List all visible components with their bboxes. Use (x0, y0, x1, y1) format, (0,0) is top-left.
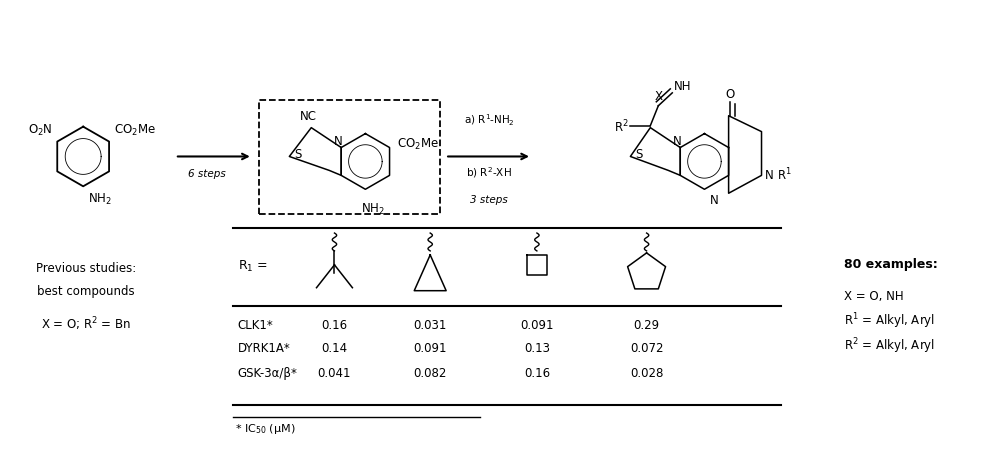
Text: GSK-3α/β*: GSK-3α/β* (238, 366, 298, 379)
Text: 0.072: 0.072 (630, 341, 663, 354)
Text: 6 steps: 6 steps (188, 169, 226, 179)
Text: R$_1$ =: R$_1$ = (238, 259, 268, 274)
Text: NC: NC (300, 109, 317, 122)
Text: a) R$^1$-NH$_2$: a) R$^1$-NH$_2$ (464, 112, 514, 128)
Text: X = O; R$^2$ = Bn: X = O; R$^2$ = Bn (41, 315, 131, 333)
Text: b) R$^2$-XH: b) R$^2$-XH (466, 165, 512, 180)
Text: R$^2$: R$^2$ (614, 118, 628, 135)
Text: X: X (654, 89, 662, 103)
Text: 0.091: 0.091 (520, 318, 554, 331)
Text: R$^2$ = Alkyl, Aryl: R$^2$ = Alkyl, Aryl (844, 336, 935, 356)
Text: 3 steps: 3 steps (470, 195, 508, 205)
Text: R$^1$ = Alkyl, Aryl: R$^1$ = Alkyl, Aryl (844, 311, 935, 331)
Text: DYRK1A*: DYRK1A* (238, 341, 290, 354)
Text: S: S (294, 148, 302, 161)
Text: 0.13: 0.13 (524, 341, 550, 354)
Text: Previous studies:: Previous studies: (36, 262, 136, 275)
FancyBboxPatch shape (259, 100, 440, 215)
Text: O: O (725, 88, 734, 100)
Text: 0.041: 0.041 (318, 366, 351, 379)
Text: 80 examples:: 80 examples: (844, 258, 938, 271)
Text: 0.091: 0.091 (413, 341, 447, 354)
Text: NH: NH (674, 79, 692, 93)
Text: X = O, NH: X = O, NH (844, 289, 904, 303)
Text: NH$_2$: NH$_2$ (88, 192, 112, 207)
Text: 0.028: 0.028 (630, 366, 663, 379)
Text: NH$_2$: NH$_2$ (361, 202, 385, 217)
Text: 0.16: 0.16 (524, 366, 550, 379)
Text: 0.031: 0.031 (414, 318, 447, 331)
Text: 0.29: 0.29 (634, 318, 660, 331)
Text: CO$_2$Me: CO$_2$Me (114, 122, 156, 137)
Text: * IC$_{50}$ (μM): * IC$_{50}$ (μM) (235, 421, 295, 435)
Text: CO$_2$Me: CO$_2$Me (397, 137, 439, 152)
Text: 0.16: 0.16 (321, 318, 348, 331)
Text: O$_2$N: O$_2$N (28, 122, 52, 137)
Text: N: N (709, 194, 718, 207)
Text: R$^1$: R$^1$ (777, 167, 792, 183)
Text: best compounds: best compounds (37, 285, 135, 298)
Text: N: N (672, 134, 681, 147)
Text: N: N (333, 134, 342, 147)
Text: 0.14: 0.14 (321, 341, 348, 354)
Text: CLK1*: CLK1* (238, 318, 273, 331)
Text: 0.082: 0.082 (414, 366, 447, 379)
Text: N: N (765, 169, 773, 181)
Text: S: S (635, 148, 643, 161)
